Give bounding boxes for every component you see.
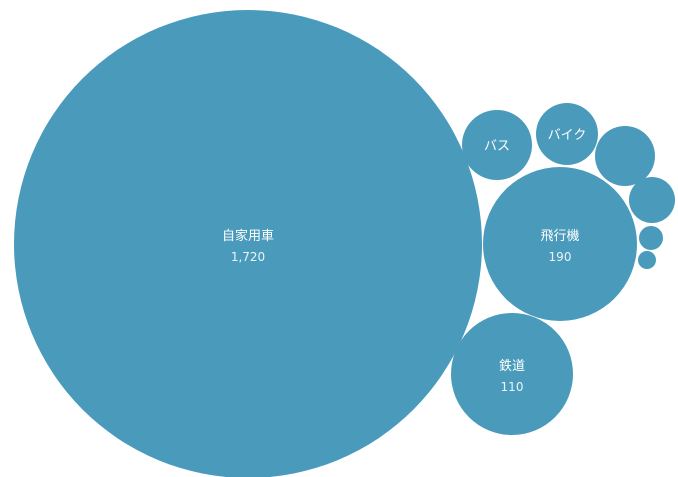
bubble-8[interactable] xyxy=(638,251,656,269)
bubble-label-4: バイク xyxy=(548,128,587,143)
bubble-7[interactable] xyxy=(639,226,663,250)
bubble-4[interactable] xyxy=(536,103,598,165)
bubble-value-0: 1,720 xyxy=(231,250,265,264)
bubble-1[interactable] xyxy=(483,167,637,321)
bubble-value-2: 110 xyxy=(501,380,524,394)
bubble-3[interactable] xyxy=(462,110,532,180)
bubble-0[interactable] xyxy=(14,10,482,477)
bubble-5[interactable] xyxy=(595,126,655,186)
bubble-2[interactable] xyxy=(451,313,573,435)
bubble-value-1: 190 xyxy=(549,250,572,264)
bubble-label-2: 鉄道 xyxy=(499,359,525,374)
bubble-label-1: 飛行機 xyxy=(540,229,579,244)
bubble-label-0: 自家用車 xyxy=(222,228,274,244)
bubble-label-3: バス xyxy=(484,139,510,154)
bubble-6[interactable] xyxy=(629,177,675,223)
